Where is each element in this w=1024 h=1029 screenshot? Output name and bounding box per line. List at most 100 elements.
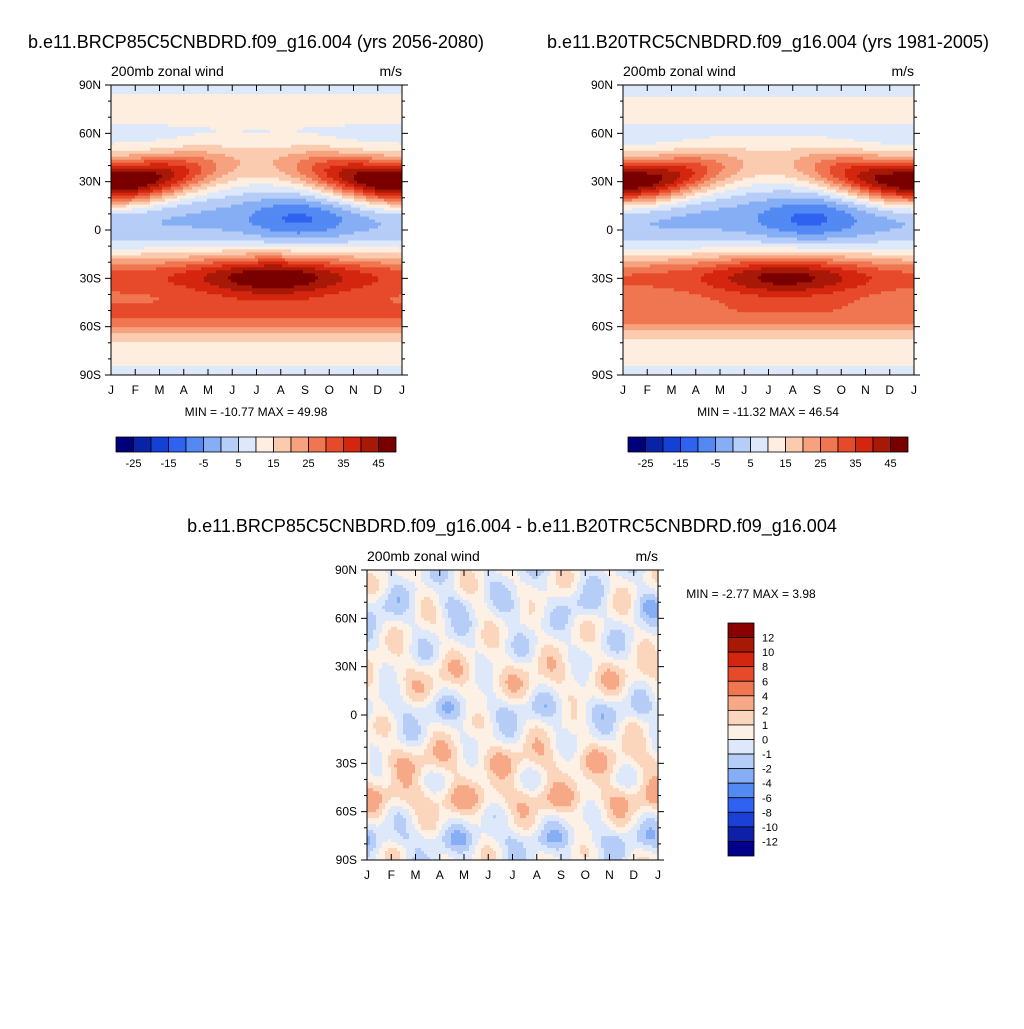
panel-c-cell [556, 572, 575, 577]
panel-c-colorbar-swatch [727, 637, 755, 653]
panel-c-cell [478, 752, 488, 756]
panel-c-cell [496, 605, 515, 610]
panel-c-cell [634, 614, 641, 619]
panel-a-colorbar-swatch [203, 436, 222, 453]
panel-c-cell [484, 725, 494, 730]
panel-c-cell [454, 626, 470, 631]
panel-b-cell [623, 249, 914, 254]
panel-b-cell [623, 324, 914, 328]
panel-c-cell [568, 620, 575, 625]
panel-c-cell [478, 794, 485, 798]
panel-c-cell [580, 632, 596, 637]
panel-c-cell [475, 572, 485, 577]
panel-a-cell [339, 174, 355, 179]
panel-c-cell [586, 713, 593, 718]
panel-b-cell [623, 240, 762, 245]
panel-c-cell [628, 692, 635, 697]
panel-a-cell [195, 195, 226, 200]
panel-c-cell [508, 818, 515, 822]
panel-c-colorbar-label: 6 [762, 676, 768, 688]
panel-c-cell [439, 833, 446, 837]
panel-c-cell [436, 710, 446, 715]
panel-c-cell [382, 626, 392, 631]
panel-c-cell [409, 785, 422, 789]
panel-b-cell [638, 186, 657, 191]
panel-c-colorbar-label: 4 [762, 691, 768, 703]
panel-c-cell [439, 818, 449, 822]
panel-c-cell [589, 728, 599, 733]
panel-a-cell [111, 348, 402, 352]
panel-c-cell [448, 788, 455, 792]
panel-c-cell [457, 764, 470, 768]
panel-a-cell [369, 228, 402, 233]
panel-a-xtick-label: M [155, 383, 165, 397]
panel-c-cell [622, 737, 647, 742]
panel-c-cell [451, 839, 467, 843]
panel-c-cell [421, 824, 437, 828]
panel-c-cell [418, 815, 440, 819]
panel-c-colorbar-swatch [727, 651, 755, 668]
panel-c-colorbar-swatch [727, 768, 755, 784]
panel-a-cell [201, 171, 214, 176]
panel-c-cell [502, 581, 515, 586]
panel-c-cell [457, 716, 467, 721]
panel-c-cell [556, 707, 563, 712]
panel-c-cell [574, 617, 605, 622]
panel-c-cell [445, 833, 452, 837]
panel-c-colorbar-label: -2 [762, 764, 772, 776]
panel-c-cell [538, 725, 554, 730]
panel-a-cell [297, 231, 301, 236]
panel-c-cell [568, 842, 575, 846]
panel-b-cell [659, 225, 768, 230]
panel-c-cell [442, 665, 449, 670]
panel-b-cell [623, 90, 914, 95]
panel-c-cell [628, 570, 638, 574]
panel-a-cell [192, 177, 205, 182]
panel-c-cell [625, 845, 653, 849]
panel-c-cell [400, 596, 410, 601]
panel-b-xtick-label: J [766, 383, 772, 397]
panel-c-cell [376, 857, 386, 860]
panel-c-cell [373, 572, 389, 577]
panel-c-cell [595, 683, 605, 688]
panel-c-cell [517, 584, 533, 589]
panel-c-cell [523, 668, 539, 673]
panel-b-cell [797, 282, 837, 286]
panel-c-cell [481, 632, 500, 637]
panel-a-cell [393, 300, 402, 304]
panel-b-cell [716, 159, 744, 164]
panel-c-cell [499, 728, 518, 733]
panel-c-cell [388, 839, 392, 843]
panel-c-cell [379, 644, 389, 649]
panel-c-cell [376, 833, 401, 837]
panel-b-cell [623, 111, 914, 116]
panel-c-cell [487, 770, 494, 774]
panel-c-cell [583, 752, 590, 756]
panel-c-cell [454, 830, 461, 834]
panel-c-cell [613, 605, 632, 610]
panel-c-cell [616, 650, 620, 655]
panel-b-cell [623, 333, 914, 337]
panel-a-cell [111, 303, 402, 307]
panel-c-cell [460, 737, 476, 742]
panel-a-cell [183, 186, 193, 191]
panel-c-cell [631, 704, 653, 709]
panel-c-cell [403, 638, 413, 643]
panel-c-cell [544, 827, 566, 831]
panel-c-cell [538, 683, 548, 688]
panel-c-cell [577, 749, 584, 753]
panel-c-cell [487, 806, 503, 810]
panel-c-cell [583, 770, 593, 774]
panel-c-cell [463, 824, 479, 828]
panel-c-cell [616, 815, 626, 819]
panel-b-cell [860, 183, 873, 188]
panel-b-cell [746, 285, 825, 289]
panel-b-cell [680, 171, 696, 176]
panel-a-cell [111, 117, 402, 122]
panel-c-cell [607, 611, 620, 616]
panel-c-cell [508, 635, 515, 640]
panel-c-cell [367, 821, 383, 825]
panel-b-colorbar-swatch [872, 436, 891, 453]
panel-c-cell [616, 713, 658, 718]
